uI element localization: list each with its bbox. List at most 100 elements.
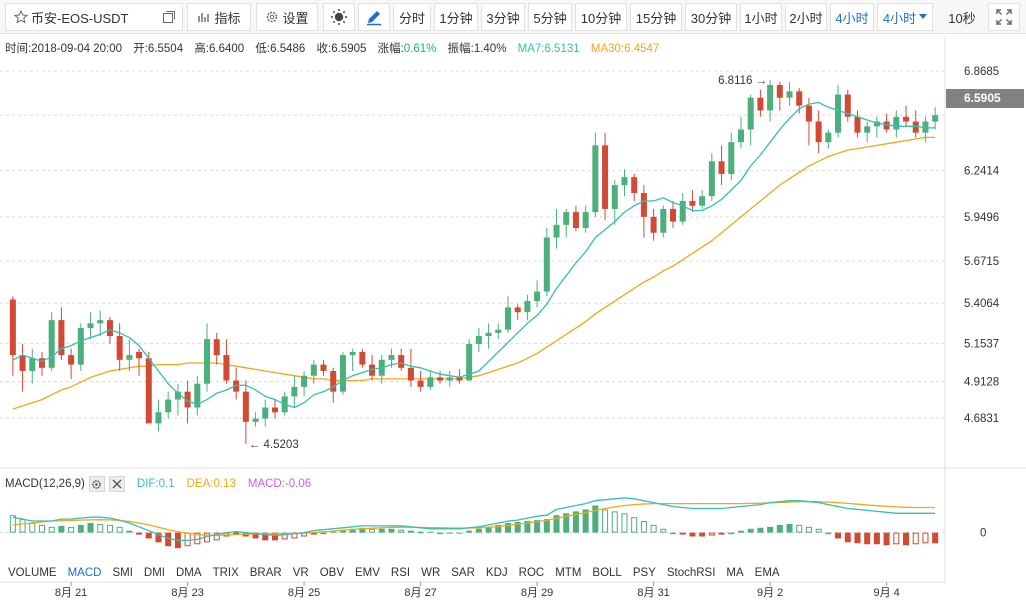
candle-body: [349, 351, 356, 356]
indicator-tab-vr[interactable]: VR: [292, 567, 309, 579]
macd-bar: [757, 527, 764, 533]
macd-bar: [728, 532, 735, 535]
interval-1h[interactable]: 1小时: [740, 3, 782, 31]
candle-body: [708, 161, 715, 197]
candle-body: [87, 323, 94, 329]
interval-15min[interactable]: 15分钟: [630, 3, 682, 31]
candle-body: [407, 367, 414, 381]
interval-1min[interactable]: 1分钟: [434, 3, 478, 31]
info-amplitude: 振幅:1.40%: [447, 43, 507, 55]
macd-bar: [446, 532, 453, 534]
macd-bar: [77, 524, 84, 533]
macd-bar: [631, 517, 638, 533]
external-link-icon[interactable]: [162, 10, 176, 27]
candle-body: [475, 336, 482, 344]
indicator-tab-dmi[interactable]: DMI: [143, 567, 165, 579]
x-tick-label: 8月 31: [637, 587, 669, 599]
interval-4h[interactable]: 4小时: [830, 3, 874, 31]
interval-5min[interactable]: 5分钟: [528, 3, 572, 31]
candle-body: [68, 355, 75, 365]
macd-bar: [572, 511, 579, 533]
candle-body: [155, 412, 162, 424]
indicator-tab-rsi[interactable]: RSI: [390, 567, 411, 579]
macd-bar: [281, 532, 288, 540]
indicator-tab-smi[interactable]: SMI: [112, 567, 133, 579]
close-icon[interactable]: [108, 476, 125, 492]
indicator-tab-boll[interactable]: BOLL: [592, 567, 622, 579]
candle-body: [602, 145, 609, 209]
macd-bar: [369, 528, 376, 533]
gear-icon[interactable]: [88, 476, 105, 492]
sun-icon: [330, 8, 348, 26]
candle-body: [126, 355, 133, 360]
indicator-tab-stochrsi[interactable]: StochRSI: [666, 567, 716, 579]
x-tick-label: 8月 27: [404, 587, 436, 599]
candle-body: [77, 328, 84, 365]
candle-body: [213, 339, 220, 356]
candle-body: [504, 307, 511, 330]
theme-toggle-button[interactable]: [323, 3, 355, 31]
macd-bar: [835, 532, 842, 539]
star-icon[interactable]: [14, 10, 28, 24]
indicator-button[interactable]: 指标: [187, 3, 251, 31]
symbol-selector[interactable]: 币安-EOS-USDT: [5, 3, 183, 31]
fullscreen-button[interactable]: [988, 3, 1020, 31]
candle-body: [252, 418, 259, 422]
draw-tool-button[interactable]: [358, 3, 390, 31]
symbol-name: 币安-EOS-USDT: [31, 10, 129, 26]
macd-bar: [106, 524, 113, 533]
indicator-tab-dma[interactable]: DMA: [176, 567, 202, 579]
macd-bar: [252, 532, 259, 539]
indicator-tab-macd[interactable]: MACD: [67, 567, 102, 579]
candle-body: [174, 391, 181, 400]
indicator-tab-ema[interactable]: EMA: [754, 567, 780, 579]
indicator-tab-mtm[interactable]: MTM: [555, 567, 582, 579]
x-tick-label: 9月 4: [873, 587, 899, 599]
indicator-tab-obv[interactable]: OBV: [319, 567, 344, 579]
candle-body: [611, 185, 618, 209]
indicator-tab-roc[interactable]: ROC: [518, 567, 545, 579]
macd-bar: [339, 529, 346, 533]
caret-down-icon: [919, 14, 928, 20]
macd-bar: [903, 532, 910, 546]
indicator-tab-brar[interactable]: BRAR: [249, 567, 282, 579]
max-price-label: 6.8116 →: [718, 75, 767, 87]
candle-body: [339, 355, 346, 392]
macd-bar: [932, 532, 939, 544]
candle-body: [883, 121, 890, 130]
indicator-tab-volume[interactable]: VOLUME: [8, 567, 57, 579]
candle-body: [184, 391, 191, 408]
macd-bar: [864, 532, 871, 545]
macd-bar: [796, 524, 803, 533]
interval-3min[interactable]: 3分钟: [481, 3, 525, 31]
macd-bar: [495, 524, 502, 533]
macd-bar: [776, 524, 783, 533]
candle-body: [582, 212, 589, 228]
candle-body: [922, 121, 929, 133]
candle-body: [835, 94, 842, 133]
info-low: 低:6.5486: [255, 43, 306, 55]
interval-fenshi[interactable]: 分时: [393, 3, 431, 31]
macd-bar: [116, 526, 123, 533]
indicator-tab-ma[interactable]: MA: [726, 567, 744, 579]
macd-bar: [58, 525, 65, 533]
indicator-tab-kdj[interactable]: KDJ: [485, 567, 508, 579]
interval-dropdown[interactable]: 4小时: [877, 3, 933, 31]
macd-value: MACD:-0.06: [247, 478, 312, 490]
candle-body: [398, 355, 405, 368]
refresh-interval[interactable]: 10秒: [940, 3, 984, 31]
indicator-tab-trix[interactable]: TRIX: [212, 567, 239, 579]
info-ma7: MA7:6.5131: [517, 43, 580, 55]
indicator-tab-psy[interactable]: PSY: [632, 567, 656, 579]
indicator-tab-emv[interactable]: EMV: [355, 567, 380, 579]
interval-10min[interactable]: 10分钟: [575, 3, 627, 31]
info-open: 开:6.5504: [133, 43, 184, 55]
settings-button[interactable]: 设置: [256, 3, 318, 31]
interval-2h[interactable]: 2小时: [785, 3, 827, 31]
indicator-tab-wr[interactable]: WR: [421, 567, 441, 579]
candle-body: [543, 237, 550, 292]
interval-30min[interactable]: 30分钟: [685, 3, 737, 31]
candle-body: [495, 329, 502, 333]
indicator-tab-sar[interactable]: SAR: [451, 567, 475, 579]
